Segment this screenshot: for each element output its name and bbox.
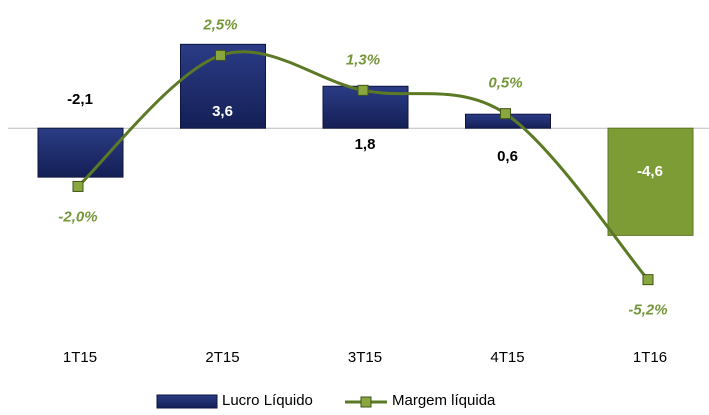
line-marker (642, 274, 654, 286)
line-marker (215, 49, 226, 61)
line-marker (357, 84, 369, 96)
line-marker (72, 180, 84, 192)
line-value-label: 0,5% (488, 75, 522, 92)
x-tick-label: 3T15 (348, 349, 382, 366)
legend-label: Margem líquida (392, 392, 496, 409)
line-value-label: 2,5% (202, 16, 237, 33)
x-tick-label: 1T15 (63, 349, 97, 366)
line-marker (500, 108, 511, 120)
x-tick-label: 2T15 (205, 349, 239, 366)
bar-value-label: 1,8 (355, 136, 376, 153)
legend-label: Lucro Líquido (222, 392, 313, 409)
bar (607, 127, 694, 236)
legend-marker (360, 396, 372, 408)
legend-swatch (156, 394, 218, 409)
bar-value-label: 0,6 (497, 148, 518, 165)
bar-value-label: -2,1 (67, 91, 93, 108)
line-value-label: 1,3% (346, 51, 380, 68)
x-tick-label: 1T16 (633, 349, 667, 366)
line-value-label: -2,0% (58, 208, 97, 225)
line-value-label: -5,2% (628, 302, 667, 319)
x-tick-label: 4T15 (490, 349, 524, 366)
bar-value-label: 3,6 (212, 103, 233, 120)
bar-value-label: -4,6 (637, 163, 663, 180)
